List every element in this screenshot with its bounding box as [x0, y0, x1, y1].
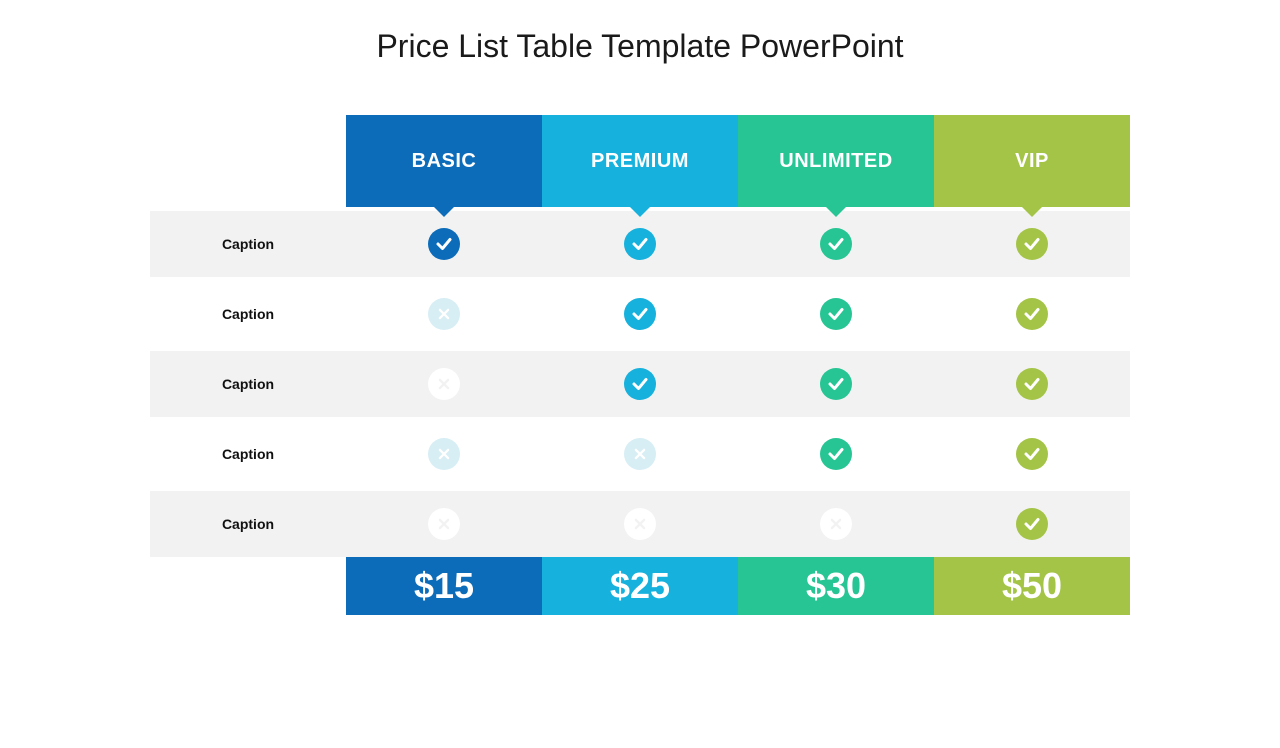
check-icon	[428, 228, 460, 260]
feature-cell	[346, 298, 542, 330]
feature-row: Caption	[150, 281, 1130, 347]
feature-cell	[542, 438, 738, 470]
check-icon	[624, 298, 656, 330]
feature-cell	[346, 368, 542, 400]
feature-cell	[346, 228, 542, 260]
feature-label: Caption	[150, 306, 346, 322]
x-icon	[428, 508, 460, 540]
plan-header-unlimited: UNLIMITED	[738, 115, 934, 207]
check-icon	[1016, 228, 1048, 260]
x-icon	[820, 508, 852, 540]
feature-cell	[934, 508, 1130, 540]
feature-label: Caption	[150, 446, 346, 462]
feature-cell	[738, 438, 934, 470]
check-icon	[820, 228, 852, 260]
check-icon	[1016, 508, 1048, 540]
pricing-table: BASICPREMIUMUNLIMITEDVIP Caption Caption C…	[150, 115, 1130, 615]
feature-cell	[738, 228, 934, 260]
plan-header-premium: PREMIUM	[542, 115, 738, 207]
feature-cell	[542, 298, 738, 330]
feature-label: Caption	[150, 376, 346, 392]
x-icon	[624, 508, 656, 540]
feature-row: Caption	[150, 491, 1130, 557]
check-icon	[624, 228, 656, 260]
feature-label: Caption	[150, 236, 346, 252]
plan-header-row: BASICPREMIUMUNLIMITEDVIP	[150, 115, 1130, 207]
check-icon	[1016, 368, 1048, 400]
price-spacer	[150, 557, 346, 615]
feature-cell	[346, 508, 542, 540]
plan-header-basic: BASIC	[346, 115, 542, 207]
plan-header-vip: VIP	[934, 115, 1130, 207]
x-icon	[428, 438, 460, 470]
feature-cell	[346, 438, 542, 470]
feature-cell	[738, 508, 934, 540]
x-icon	[428, 298, 460, 330]
x-icon	[428, 368, 460, 400]
check-icon	[1016, 438, 1048, 470]
header-spacer	[150, 115, 346, 207]
price-cell-basic: $15	[346, 557, 542, 615]
price-cell-premium: $25	[542, 557, 738, 615]
check-icon	[820, 438, 852, 470]
check-icon	[820, 368, 852, 400]
feature-cell	[738, 298, 934, 330]
x-icon	[624, 438, 656, 470]
price-cell-vip: $50	[934, 557, 1130, 615]
feature-cell	[542, 228, 738, 260]
feature-cell	[542, 508, 738, 540]
feature-cell	[934, 368, 1130, 400]
feature-cell	[542, 368, 738, 400]
price-cell-unlimited: $30	[738, 557, 934, 615]
page-title: Price List Table Template PowerPoint	[0, 28, 1280, 65]
feature-cell	[934, 228, 1130, 260]
feature-label: Caption	[150, 516, 346, 532]
feature-cell	[934, 298, 1130, 330]
feature-row: Caption	[150, 421, 1130, 487]
check-icon	[1016, 298, 1048, 330]
feature-cell	[934, 438, 1130, 470]
feature-cell	[738, 368, 934, 400]
check-icon	[624, 368, 656, 400]
price-row: $15$25$30$50	[150, 557, 1130, 615]
feature-row: Caption	[150, 351, 1130, 417]
feature-row: Caption	[150, 211, 1130, 277]
check-icon	[820, 298, 852, 330]
